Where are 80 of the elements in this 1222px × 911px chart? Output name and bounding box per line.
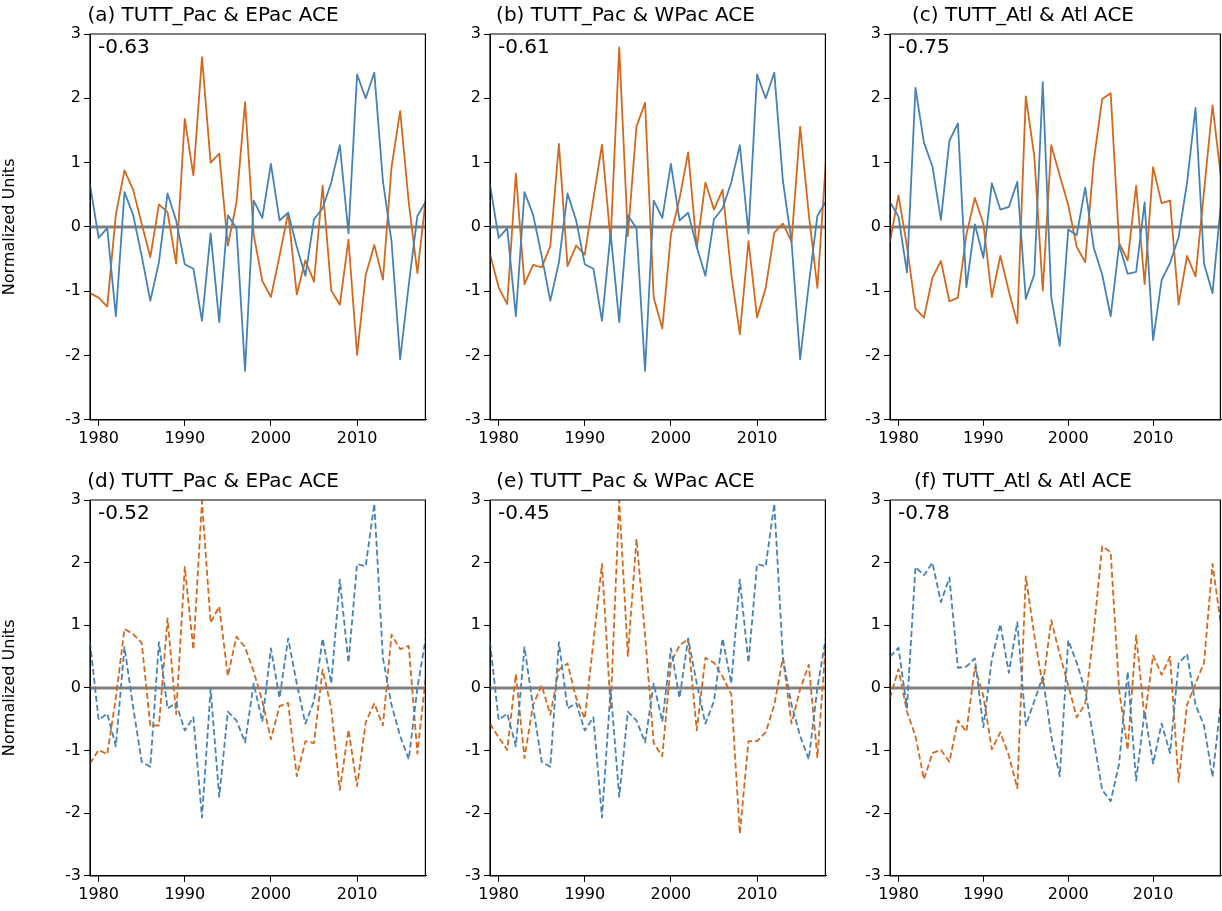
y-tick-label: -1 [465, 280, 481, 300]
y-tick-label: 0 [870, 216, 881, 236]
chart-title: (b) TUTT_Pac & WPac ACE [496, 2, 755, 27]
y-tick-label: -3 [65, 408, 81, 428]
y-tick-label: 2 [470, 551, 481, 571]
y-tick-label: -1 [65, 739, 81, 759]
annotation: -0.61 [498, 34, 550, 59]
x-tick-label: 1980 [478, 883, 519, 903]
x-tick-label: 1980 [78, 427, 119, 447]
y-tick-label: 3 [70, 489, 81, 509]
y-tick-label: 1 [870, 614, 881, 634]
y-tick-label: 0 [470, 677, 481, 697]
y-tick-label: 1 [70, 151, 81, 171]
y-tick-label: 2 [470, 87, 481, 107]
annotation: -0.75 [898, 34, 950, 59]
y-tick-label: 3 [870, 489, 881, 509]
y-tick-label: -1 [865, 739, 881, 759]
y-tick-label: 0 [70, 677, 81, 697]
y-tick-label: 1 [470, 614, 481, 634]
chart-title: (e) TUTT_Pac & WPac ACE [496, 468, 755, 493]
y-tick-label: -2 [865, 802, 881, 822]
x-tick-label: 2000 [1047, 427, 1089, 447]
y-tick-label: -2 [65, 344, 81, 364]
x-tick-label: 2000 [250, 883, 292, 903]
x-tick-label: 1990 [164, 427, 206, 447]
y-tick-label: 1 [470, 151, 481, 171]
x-tick-label: 1980 [878, 883, 919, 903]
x-tick-label: 2010 [736, 427, 778, 447]
chart-title: (c) TUTT_Atl & Atl ACE [912, 2, 1134, 27]
x-tick-label: 1990 [963, 883, 1004, 903]
y-axis-title: Normalized Units [0, 158, 18, 296]
y-tick-label: -2 [65, 802, 81, 822]
x-tick-label: 1980 [878, 427, 919, 447]
y-tick-label: 3 [470, 23, 481, 43]
y-tick-label: -1 [865, 280, 881, 300]
y-tick-label: -3 [465, 864, 481, 884]
y-tick-label: 2 [870, 87, 881, 107]
y-tick-label: -2 [465, 802, 481, 822]
annotation: -0.63 [98, 34, 150, 59]
chart-title: (f) TUTT_Atl & Atl ACE [914, 468, 1132, 493]
y-tick-label: 2 [70, 551, 81, 571]
chart-title: (d) TUTT_Pac & EPac ACE [87, 468, 339, 493]
x-tick-label: 2000 [1047, 883, 1089, 903]
y-tick-label: -3 [865, 408, 881, 428]
y-tick-label: -1 [465, 739, 481, 759]
y-tick-label: 3 [870, 23, 881, 43]
y-tick-label: 2 [70, 87, 81, 107]
y-tick-label: 0 [470, 216, 481, 236]
x-tick-label: 2010 [1132, 427, 1174, 447]
x-tick-label: 2000 [650, 427, 692, 447]
annotation: -0.52 [98, 500, 150, 525]
y-tick-label: 3 [70, 23, 81, 43]
y-tick-label: -3 [865, 864, 881, 884]
y-tick-label: 1 [870, 151, 881, 171]
y-tick-label: -3 [65, 864, 81, 884]
x-tick-label: 1980 [78, 883, 119, 903]
x-tick-label: 2010 [336, 427, 378, 447]
x-tick-label: 1980 [478, 427, 519, 447]
x-tick-label: 2010 [336, 883, 378, 903]
x-tick-label: 1990 [164, 883, 206, 903]
x-tick-label: 1990 [564, 427, 606, 447]
y-tick-label: 3 [470, 489, 481, 509]
y-tick-label: -1 [65, 280, 81, 300]
y-tick-label: -3 [465, 408, 481, 428]
x-tick-label: 2010 [736, 883, 778, 903]
x-tick-label: 1990 [564, 883, 606, 903]
x-tick-label: 2010 [1132, 883, 1174, 903]
y-tick-label: 2 [870, 551, 881, 571]
y-tick-label: 0 [870, 677, 881, 697]
x-tick-label: 1990 [963, 427, 1004, 447]
y-tick-label: -2 [865, 344, 881, 364]
y-tick-label: 0 [70, 216, 81, 236]
y-axis-title: Normalized Units [0, 619, 18, 757]
chart-title: (a) TUTT_Pac & EPac ACE [87, 2, 339, 27]
y-tick-label: -2 [465, 344, 481, 364]
x-tick-label: 2000 [250, 427, 292, 447]
y-tick-label: 1 [70, 614, 81, 634]
annotation: -0.78 [898, 500, 950, 525]
x-tick-label: 2000 [650, 883, 692, 903]
annotation: -0.45 [498, 500, 550, 525]
